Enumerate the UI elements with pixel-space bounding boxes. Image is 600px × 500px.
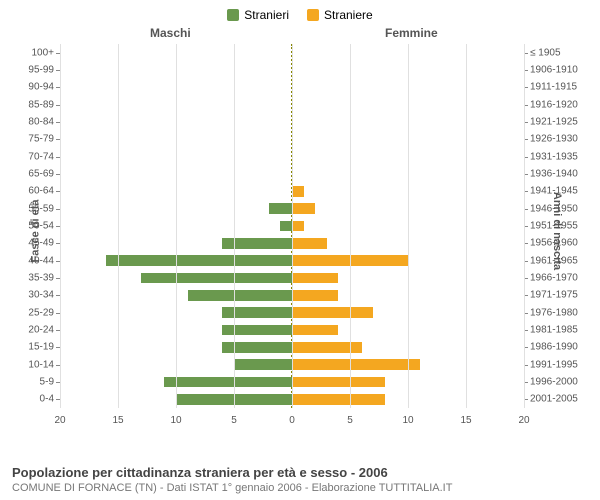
age-label: 20-24 (12, 324, 60, 335)
age-label: 75-79 (12, 134, 60, 145)
grid-line (292, 44, 293, 408)
bar-female (292, 342, 362, 353)
bar-female (292, 238, 327, 249)
bar-male (234, 359, 292, 370)
year-label: ≤ 1905 (524, 47, 592, 58)
year-label: 1906-1910 (524, 64, 592, 75)
year-label: 1951-1955 (524, 220, 592, 231)
grid-line (350, 44, 351, 408)
bar-male (188, 290, 292, 301)
grid-line (118, 44, 119, 408)
age-label: 100+ (12, 47, 60, 58)
bar-female (292, 307, 373, 318)
x-tick-label: 15 (460, 415, 471, 426)
chart-subtitle: COMUNE DI FORNACE (TN) - Dati ISTAT 1° g… (12, 482, 452, 494)
x-tick-label: 20 (54, 415, 65, 426)
year-label: 1926-1930 (524, 134, 592, 145)
bar-female (292, 186, 304, 197)
bar-male (222, 238, 292, 249)
legend-item-female: Straniere (307, 8, 373, 22)
bar-male (222, 342, 292, 353)
age-label: 30-34 (12, 290, 60, 301)
bar-female (292, 290, 338, 301)
x-tick-label: 0 (289, 415, 295, 426)
x-tick-label: 10 (402, 415, 413, 426)
gender-header-right: Femmine (385, 26, 438, 40)
bar-male (280, 221, 292, 232)
year-label: 1996-2000 (524, 376, 592, 387)
x-tick-label: 10 (170, 415, 181, 426)
x-tick-label: 20 (518, 415, 529, 426)
legend: Stranieri Straniere (0, 8, 600, 22)
legend-label-male: Stranieri (244, 8, 289, 22)
age-label: 85-89 (12, 99, 60, 110)
grid-line (176, 44, 177, 408)
bar-male (222, 325, 292, 336)
legend-item-male: Stranieri (227, 8, 289, 22)
year-label: 2001-2005 (524, 394, 592, 405)
age-label: 90-94 (12, 82, 60, 93)
year-label: 1981-1985 (524, 324, 592, 335)
age-label: 5-9 (12, 376, 60, 387)
year-label: 1921-1925 (524, 116, 592, 127)
age-label: 0-4 (12, 394, 60, 405)
gender-headers: Maschi Femmine (0, 26, 600, 42)
age-label: 10-14 (12, 359, 60, 370)
bar-female (292, 394, 385, 405)
chart-area: Maschi Femmine Fasce di età Anni di nasc… (0, 26, 600, 436)
age-label: 35-39 (12, 272, 60, 283)
age-label: 45-49 (12, 238, 60, 249)
year-label: 1991-1995 (524, 359, 592, 370)
year-label: 1976-1980 (524, 307, 592, 318)
grid-line (524, 44, 525, 408)
year-label: 1966-1970 (524, 272, 592, 283)
chart-container: Stranieri Straniere Maschi Femmine Fasce… (0, 0, 600, 500)
year-label: 1961-1965 (524, 255, 592, 266)
legend-swatch-male (227, 9, 239, 21)
age-label: 40-44 (12, 255, 60, 266)
year-label: 1916-1920 (524, 99, 592, 110)
year-label: 1936-1940 (524, 168, 592, 179)
bar-male (141, 273, 292, 284)
age-label: 55-59 (12, 203, 60, 214)
grid-line (234, 44, 235, 408)
plot-area: 100+≤ 190595-991906-191090-941911-191585… (60, 44, 524, 408)
chart-title: Popolazione per cittadinanza straniera p… (12, 465, 452, 480)
legend-label-female: Straniere (324, 8, 373, 22)
gender-header-left: Maschi (150, 26, 191, 40)
age-label: 95-99 (12, 64, 60, 75)
x-tick-label: 5 (347, 415, 353, 426)
year-label: 1956-1960 (524, 238, 592, 249)
year-label: 1941-1945 (524, 186, 592, 197)
bar-female (292, 359, 420, 370)
grid-line (466, 44, 467, 408)
bar-female (292, 377, 385, 388)
year-label: 1931-1935 (524, 151, 592, 162)
age-label: 25-29 (12, 307, 60, 318)
age-label: 60-64 (12, 186, 60, 197)
bar-female (292, 221, 304, 232)
x-tick-label: 5 (231, 415, 237, 426)
bar-female (292, 203, 315, 214)
x-tick-label: 15 (112, 415, 123, 426)
legend-swatch-female (307, 9, 319, 21)
year-label: 1986-1990 (524, 342, 592, 353)
bar-female (292, 273, 338, 284)
bar-female (292, 325, 338, 336)
age-label: 70-74 (12, 151, 60, 162)
year-label: 1946-1950 (524, 203, 592, 214)
year-label: 1911-1915 (524, 82, 592, 93)
bar-male (106, 255, 292, 266)
bar-male (222, 307, 292, 318)
age-label: 80-84 (12, 116, 60, 127)
age-label: 15-19 (12, 342, 60, 353)
age-label: 50-54 (12, 220, 60, 231)
grid-line (60, 44, 61, 408)
chart-footer: Popolazione per cittadinanza straniera p… (12, 465, 452, 494)
age-label: 65-69 (12, 168, 60, 179)
year-label: 1971-1975 (524, 290, 592, 301)
bar-male (269, 203, 292, 214)
bar-male (164, 377, 292, 388)
grid-line (408, 44, 409, 408)
